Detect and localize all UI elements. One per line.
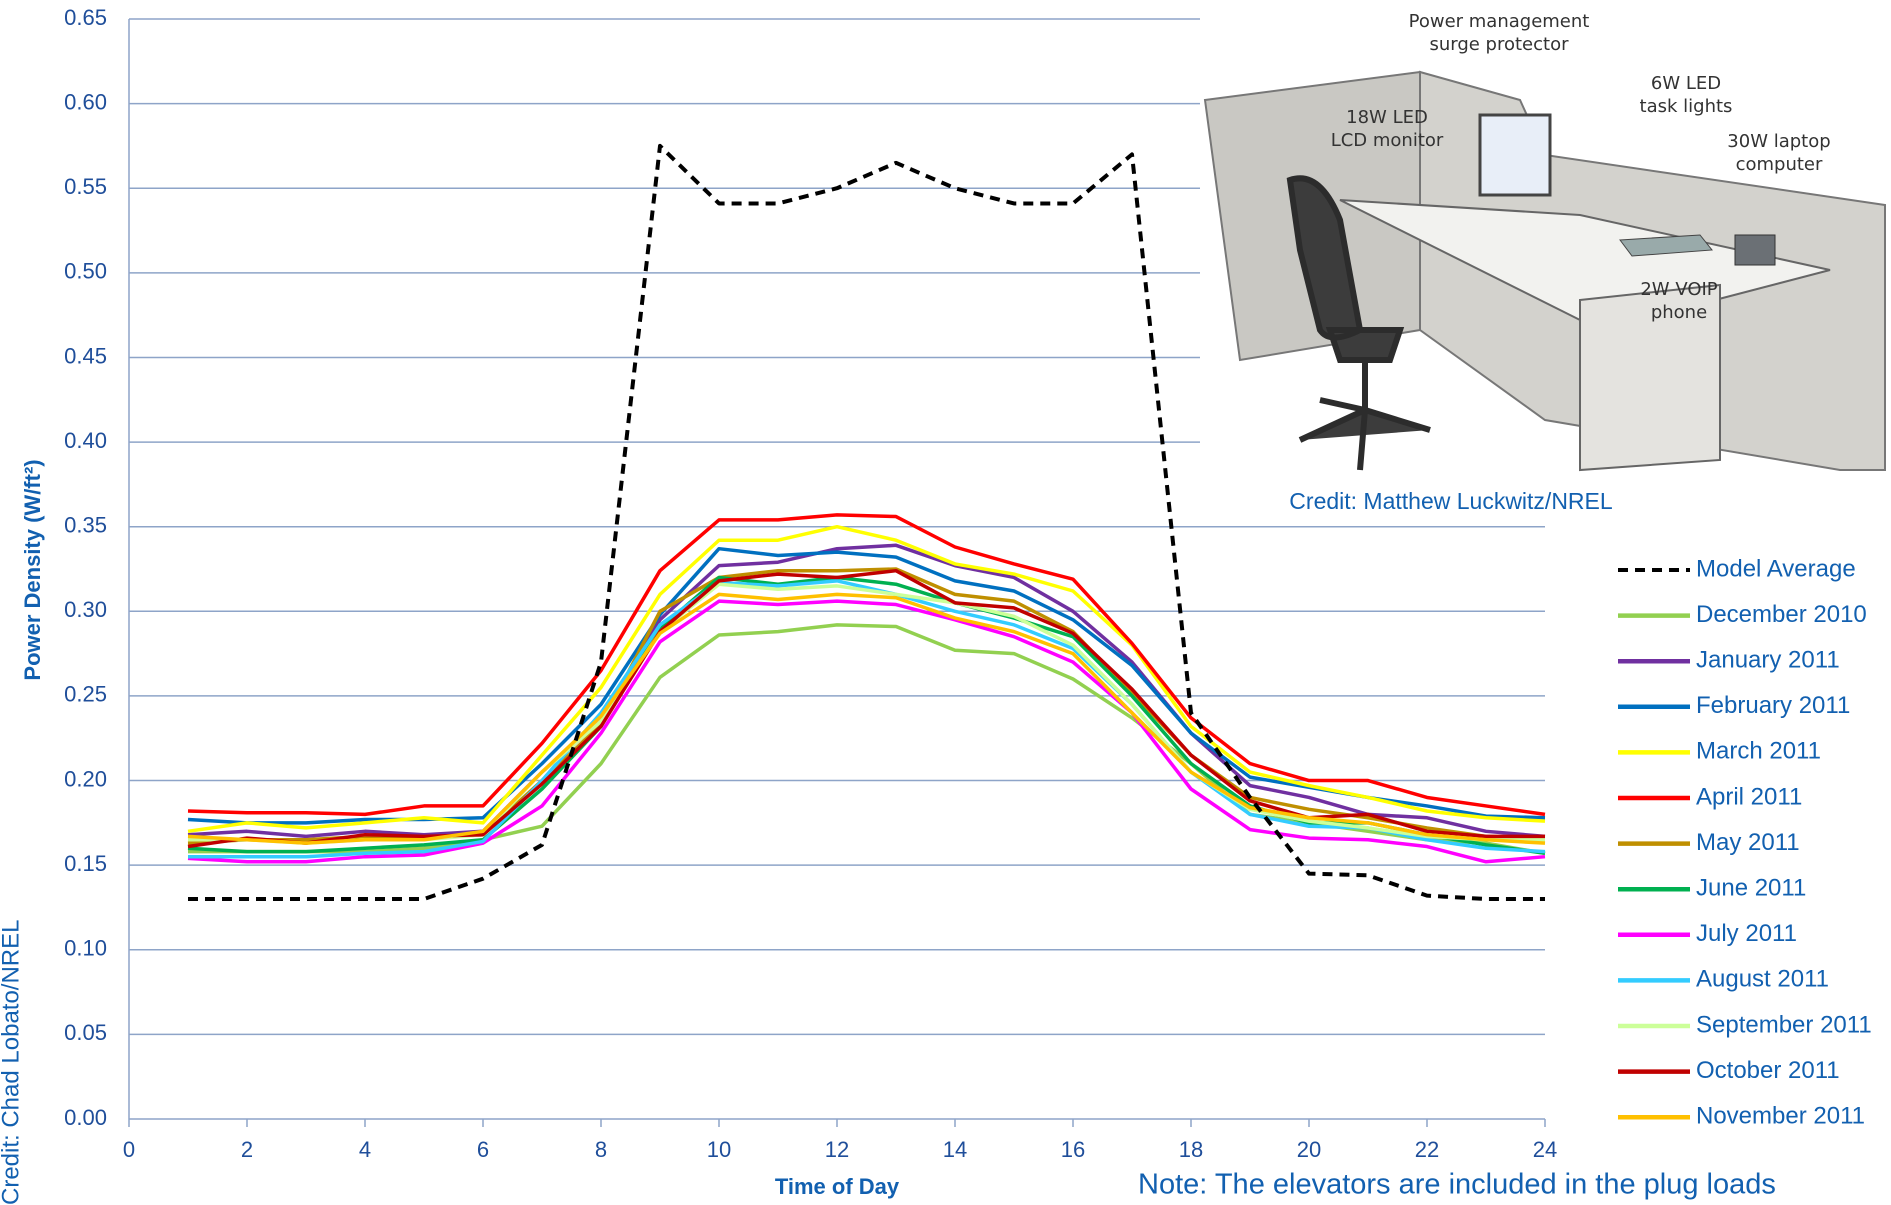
legend-label: February 2011 (1696, 692, 1850, 719)
illustration-label: Power management (1409, 11, 1590, 32)
series-line-dashed (188, 143, 1545, 901)
x-tick-label: 12 (825, 1137, 849, 1162)
y-tick-label: 0.05 (64, 1020, 107, 1045)
x-tick-label: 22 (1415, 1137, 1439, 1162)
y-axis-label: Power Density (W/ft²) (20, 459, 45, 680)
phone (1734, 234, 1776, 266)
legend-label: May 2011 (1696, 829, 1800, 856)
y-tick-label: 0.60 (64, 89, 107, 114)
note: Note: The elevators are included in the … (1138, 1169, 1776, 1201)
monitor (1478, 113, 1552, 197)
x-tick-label: 6 (477, 1137, 489, 1162)
legend-label: March 2011 (1696, 738, 1821, 765)
x-tick-label: 2 (241, 1137, 253, 1162)
series-line (187, 567, 1546, 845)
y-tick-label: 0.10 (64, 936, 107, 961)
series-line (187, 592, 1546, 845)
y-tick-label: 0.35 (64, 513, 107, 538)
series-line (187, 513, 1546, 817)
y-tick-label: 0.45 (64, 343, 107, 368)
illustration-label: 30W laptop (1727, 131, 1830, 152)
y-tick-label: 0.00 (64, 1105, 107, 1130)
legend-label: June 2011 (1696, 875, 1806, 902)
series-line (188, 579, 1546, 859)
legend-label: October 2011 (1696, 1057, 1840, 1084)
y-tick-label: 0.25 (64, 682, 107, 707)
legend-label: Model Average (1696, 555, 1856, 582)
illustration-label: LCD monitor (1331, 130, 1444, 151)
x-tick-label: 10 (707, 1137, 731, 1162)
drawers (1579, 283, 1721, 472)
legend-label: September 2011 (1696, 1011, 1872, 1038)
legend-label: January 2011 (1696, 647, 1840, 674)
illustration-label: 6W LED (1651, 73, 1721, 94)
legend-label: November 2011 (1696, 1103, 1865, 1130)
y-tick-label: 0.55 (64, 174, 107, 199)
illustration-label: surge protector (1429, 34, 1569, 55)
x-tick-label: 20 (1297, 1137, 1321, 1162)
illustration-label: task lights (1640, 96, 1733, 117)
series-line (188, 582, 1545, 845)
text-layer: Power Density (W/ft²) Time of Day Note: … (0, 459, 1776, 1205)
illustration-label: computer (1736, 154, 1823, 175)
x-tick-label: 14 (943, 1137, 967, 1162)
legend: Model Average December 2010 January 2011 Fe… (1618, 555, 1872, 1130)
y-tick-label: 0.40 (64, 428, 107, 453)
credit: Credit: Matthew Luckwitz/NREL (1289, 488, 1613, 514)
laptop (1619, 234, 1713, 257)
illustration-label: 18W LED (1346, 107, 1428, 128)
legend-label: April 2011 (1696, 783, 1802, 810)
illustration-label: 2W VOIP (1640, 279, 1717, 300)
series-line (187, 599, 1546, 864)
x-tick-label: 24 (1533, 1137, 1557, 1162)
chair (1286, 175, 1431, 471)
legend-label: December 2010 (1696, 601, 1867, 628)
y-tick-label: 0.30 (64, 597, 107, 622)
credit: Credit: Chad Lobato/NREL (0, 920, 24, 1205)
y-tick-label: 0.50 (64, 259, 107, 284)
legend-label: July 2011 (1696, 920, 1797, 947)
x-tick-label: 4 (359, 1137, 371, 1162)
x-axis-label: Time of Day (775, 1174, 900, 1199)
illustration-label: phone (1651, 302, 1707, 323)
legend-label: August 2011 (1696, 966, 1829, 993)
series-line (187, 543, 1546, 839)
y-tick-label: 0.20 (64, 766, 107, 791)
x-tick-label: 0 (123, 1137, 135, 1162)
x-tick-label: 16 (1061, 1137, 1085, 1162)
series-line (187, 524, 1546, 834)
y-tick-label: 0.65 (64, 5, 107, 30)
x-tick-label: 18 (1179, 1137, 1203, 1162)
y-tick-label: 0.15 (64, 851, 107, 876)
x-tick-label: 8 (595, 1137, 607, 1162)
